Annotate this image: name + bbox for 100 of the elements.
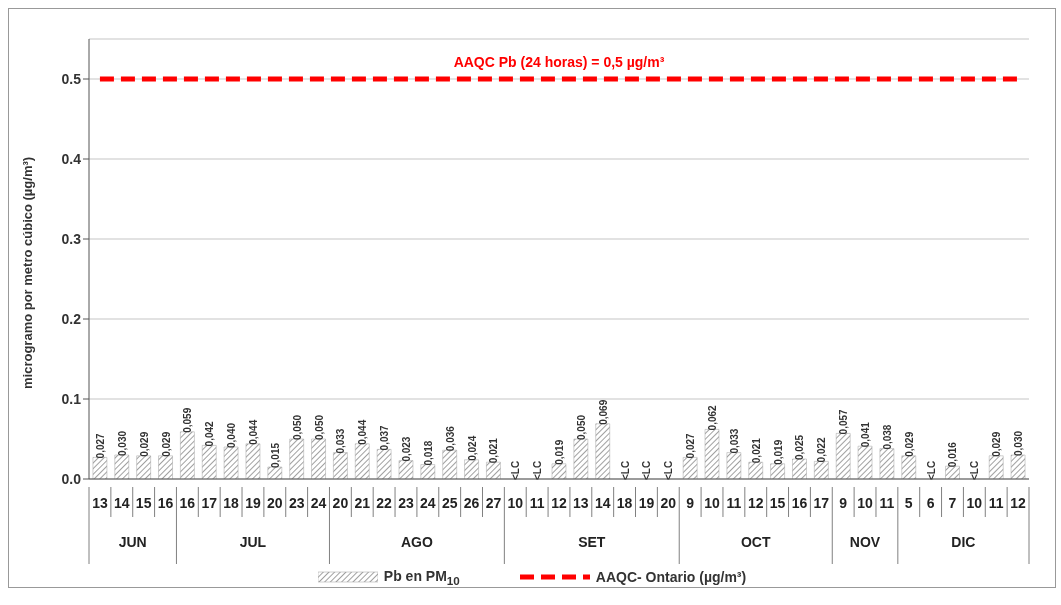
bar	[748, 461, 763, 479]
x-tick-label: 12	[747, 495, 764, 511]
bar	[158, 455, 173, 479]
x-tick-label: 16	[791, 495, 808, 511]
bar	[770, 463, 785, 479]
text: NOV	[849, 534, 881, 550]
data-label: 0,050	[575, 414, 587, 440]
x-tick-label: 23	[288, 495, 305, 511]
x-tick-label: 16	[179, 495, 196, 511]
data-label: 0,033	[335, 428, 347, 454]
x-tick-label: 9	[686, 495, 695, 511]
bar	[289, 438, 304, 479]
bar	[682, 457, 698, 479]
data-label: 0,059	[182, 407, 194, 433]
x-tick-label: 20	[332, 495, 349, 511]
y-tick-label: 0.4	[61, 150, 82, 167]
data-label: 0,027	[685, 432, 697, 459]
data-label: 0,057	[838, 408, 850, 435]
text: <LC	[663, 460, 675, 480]
data-label: 0,021	[750, 437, 762, 464]
x-tick-label: 11	[529, 495, 545, 511]
bar	[223, 446, 239, 479]
x-tick-label: 24	[310, 495, 327, 511]
x-tick-label: 16	[157, 495, 174, 511]
bar	[114, 454, 130, 479]
y-tick-label: 0.0	[61, 470, 82, 487]
x-tick-label: 10	[507, 495, 524, 511]
data-label: 0,015	[269, 442, 281, 468]
x-tick-label: 20	[660, 495, 677, 511]
data-label: 0,040	[226, 422, 238, 448]
data-label: 0,025	[794, 434, 806, 460]
text: <LC	[532, 460, 544, 480]
bar	[792, 458, 807, 479]
bar	[1010, 454, 1026, 479]
data-label: 0,029	[903, 431, 915, 457]
data-label: 0,022	[816, 436, 828, 463]
x-tick-label: 18	[223, 495, 240, 511]
bar	[376, 449, 392, 479]
x-tick-label: 10	[966, 495, 983, 511]
x-tick-label: 11	[726, 495, 742, 511]
data-label: 0,050	[313, 414, 325, 440]
data-label: 0,023	[400, 436, 412, 462]
x-tick-label: 10	[704, 495, 721, 511]
annotation: AAQC Pb (24 horas) = 0,5 µg/m³	[453, 54, 665, 70]
bar	[704, 429, 720, 479]
x-tick-label: 11	[879, 495, 895, 511]
x-tick-label: 9	[839, 495, 848, 511]
x-tick-label: 14	[594, 495, 611, 511]
data-label: 0,038	[881, 424, 893, 450]
x-tick-label: 21	[354, 495, 371, 511]
data-label: 0,033	[728, 428, 740, 454]
bar	[180, 431, 195, 479]
y-tick-label: 0.5	[61, 70, 82, 87]
text: <LC	[641, 460, 653, 480]
data-label: 0,062	[707, 404, 719, 431]
bar	[857, 445, 873, 479]
bar	[398, 460, 414, 479]
data-label: 0,030	[1013, 430, 1025, 456]
data-label: 0,044	[357, 419, 369, 445]
bar	[442, 449, 457, 479]
data-label: 0,018	[422, 440, 434, 466]
text: <LC	[510, 460, 522, 480]
data-label: 0,041	[860, 421, 872, 448]
bar	[245, 443, 261, 479]
x-tick-label: 13	[573, 495, 589, 511]
x-tick-label: 5	[904, 495, 913, 511]
data-label: 0,016	[947, 441, 959, 468]
text: <LC	[925, 460, 937, 480]
x-tick-label: 6	[926, 495, 935, 511]
x-tick-label: 17	[201, 495, 218, 511]
bar	[726, 452, 742, 479]
bar	[311, 438, 326, 479]
data-label: 0,042	[204, 420, 216, 447]
data-label: 0,050	[291, 414, 303, 440]
legend-label: AAQC- Ontario (µg/m³)	[595, 569, 747, 586]
text: JUN	[118, 534, 147, 550]
bar	[835, 433, 851, 479]
bar	[464, 459, 479, 479]
y-tick-label: 0.1	[61, 390, 82, 407]
y-tick-label: 0.3	[61, 230, 82, 247]
x-tick-label: 11	[988, 495, 1004, 511]
data-label: 0,029	[138, 431, 150, 457]
data-label: 0,029	[160, 431, 172, 457]
x-tick-label: 17	[813, 495, 830, 511]
text: <LC	[619, 460, 631, 480]
data-label: 0,019	[772, 439, 784, 465]
x-tick-label: 14	[114, 495, 130, 511]
bar	[879, 448, 895, 479]
data-label: 0,030	[116, 430, 128, 456]
text: AGO	[400, 534, 433, 550]
y-tick-label: 0.2	[61, 310, 82, 327]
legend-label: Pb en PM$_{10}$	[383, 568, 460, 587]
x-tick-label: 10	[857, 495, 874, 511]
bar	[333, 452, 348, 479]
x-tick-label: 15	[135, 495, 152, 511]
data-label: 0,037	[379, 424, 391, 451]
x-tick-label: 19	[245, 495, 261, 511]
bar	[814, 461, 829, 479]
x-tick-label: 15	[769, 495, 786, 511]
x-tick-label: 13	[92, 495, 108, 511]
